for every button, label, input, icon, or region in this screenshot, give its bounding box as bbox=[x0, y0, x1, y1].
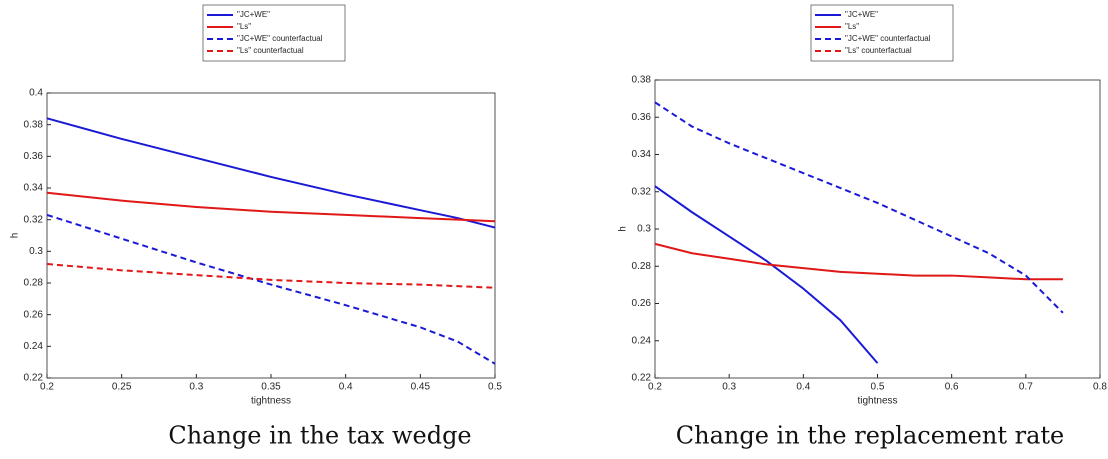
y-tick-label: 0.26 bbox=[24, 309, 44, 320]
y-tick-label: 0.36 bbox=[24, 151, 44, 162]
y-tick-label: 0.32 bbox=[24, 214, 44, 225]
legend-label: "JC+WE" counterfactual bbox=[237, 34, 323, 43]
x-tick-label: 0.35 bbox=[261, 382, 281, 393]
y-tick-label: 0.26 bbox=[632, 298, 652, 309]
series-line bbox=[46, 213, 496, 365]
y-tick-label: 0.28 bbox=[632, 261, 652, 272]
x-tick-label: 0.2 bbox=[648, 382, 662, 393]
y-tick-label: 0.3 bbox=[29, 246, 43, 257]
x-tick-label: 0.5 bbox=[871, 382, 885, 393]
y-axis-label: h bbox=[618, 226, 629, 232]
x-tick-label: 0.25 bbox=[112, 382, 132, 393]
legend-label: "Ls" bbox=[845, 22, 859, 31]
y-tick-label: 0.38 bbox=[632, 75, 652, 86]
y-tick-label: 0.22 bbox=[24, 373, 44, 384]
x-tick-label: 0.6 bbox=[945, 382, 959, 393]
legend-label: "Ls" bbox=[237, 22, 251, 31]
series-line bbox=[46, 191, 496, 223]
legend-label: "JC+WE" counterfactual bbox=[845, 34, 931, 43]
y-tick-label: 0.32 bbox=[632, 186, 652, 197]
legend-label: "JC+WE" bbox=[237, 10, 270, 19]
legend-label: "Ls" counterfactual bbox=[237, 46, 304, 55]
plot-area bbox=[654, 79, 1101, 379]
x-tick-label: 0.4 bbox=[796, 382, 810, 393]
plot-area bbox=[46, 92, 496, 379]
x-axis-label: tightness bbox=[857, 396, 897, 407]
y-tick-label: 0.3 bbox=[637, 224, 651, 235]
y-tick-label: 0.34 bbox=[24, 183, 44, 194]
legend-label: "JC+WE" bbox=[845, 10, 878, 19]
x-tick-label: 0.45 bbox=[411, 382, 431, 393]
y-tick-label: 0.22 bbox=[632, 373, 652, 384]
x-tick-label: 0.2 bbox=[40, 382, 54, 393]
x-tick-label: 0.3 bbox=[189, 382, 203, 393]
y-tick-label: 0.34 bbox=[632, 149, 652, 160]
series-line bbox=[46, 117, 496, 229]
y-tick-label: 0.36 bbox=[632, 112, 652, 123]
x-tick-label: 0.7 bbox=[1019, 382, 1033, 393]
x-tick-label: 0.4 bbox=[339, 382, 353, 393]
y-tick-label: 0.24 bbox=[632, 335, 652, 346]
caption: Change in the tax wedge bbox=[168, 422, 471, 450]
series-line bbox=[654, 242, 1063, 281]
x-tick-label: 0.5 bbox=[488, 382, 502, 393]
caption: Change in the replacement rate bbox=[676, 422, 1064, 450]
y-tick-label: 0.24 bbox=[24, 341, 44, 352]
y-tick-label: 0.28 bbox=[24, 278, 44, 289]
series-line bbox=[46, 263, 496, 289]
x-axis-label: tightness bbox=[251, 396, 291, 407]
x-tick-label: 0.8 bbox=[1093, 382, 1107, 393]
series-line bbox=[654, 185, 879, 364]
legend-label: "Ls" counterfactual bbox=[845, 46, 912, 55]
x-tick-label: 0.3 bbox=[722, 382, 736, 393]
y-axis-label: h bbox=[10, 233, 21, 239]
series-line bbox=[654, 101, 1064, 314]
y-tick-label: 0.4 bbox=[29, 88, 43, 99]
y-tick-label: 0.38 bbox=[24, 119, 44, 130]
